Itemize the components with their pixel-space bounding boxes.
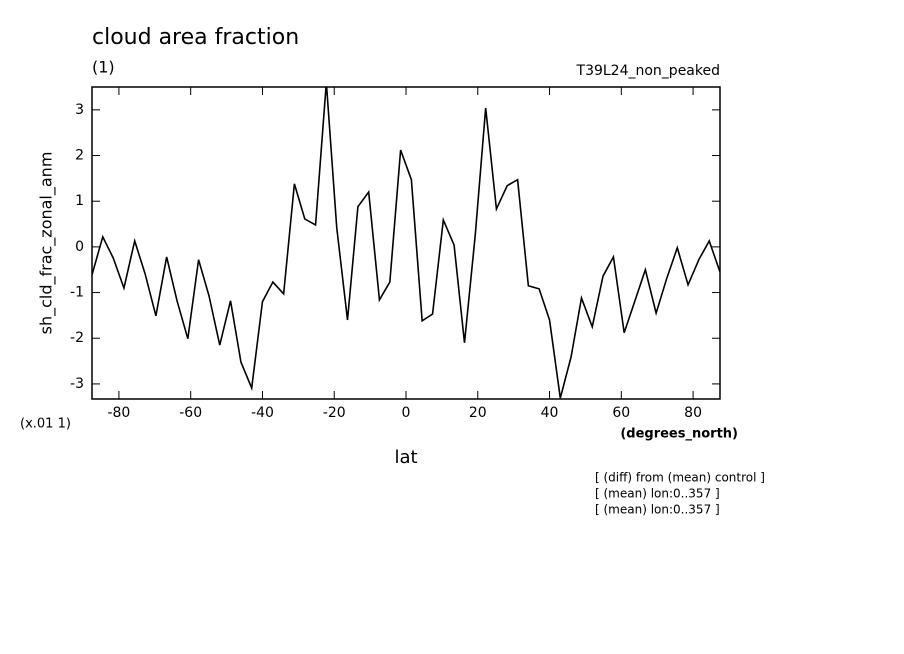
x-units: (degrees_north) — [620, 427, 738, 442]
y-tick-label: -1 — [70, 285, 84, 301]
x-tick-label: -60 — [179, 405, 202, 421]
x-tick-label: 60 — [612, 405, 630, 421]
y-tick-label: 2 — [75, 148, 84, 164]
plot-frame — [91, 86, 721, 400]
y-scale-label: (x.01 1) — [20, 417, 71, 432]
y-tick-label: 3 — [75, 102, 84, 118]
run-label: T39L24_non_peaked — [576, 63, 720, 79]
y-axis-label: sh_cld_frac_zonal_anm — [37, 152, 57, 335]
x-axis-label: lat — [394, 447, 417, 468]
y-tick-label: 0 — [75, 239, 84, 255]
note: [ (diff) from (mean) control ] — [595, 471, 765, 485]
y-tick-label: -3 — [70, 376, 84, 392]
x-tick-label: -20 — [323, 405, 346, 421]
x-tick-label: -80 — [107, 405, 130, 421]
chart-title: cloud area fraction — [92, 25, 299, 50]
y-tick-label: -2 — [70, 330, 84, 346]
data-line — [92, 87, 720, 399]
note: [ (mean) lon:0..357 ] — [595, 503, 720, 517]
x-tick-label: 40 — [541, 405, 559, 421]
x-tick-label: 0 — [402, 405, 411, 421]
subtitle: (1) — [92, 58, 115, 77]
note: [ (mean) lon:0..357 ] — [595, 487, 720, 501]
x-tick-label: 80 — [684, 405, 702, 421]
y-tick-label: 1 — [75, 193, 84, 209]
x-tick-label: -40 — [251, 405, 274, 421]
x-tick-label: 20 — [469, 405, 487, 421]
